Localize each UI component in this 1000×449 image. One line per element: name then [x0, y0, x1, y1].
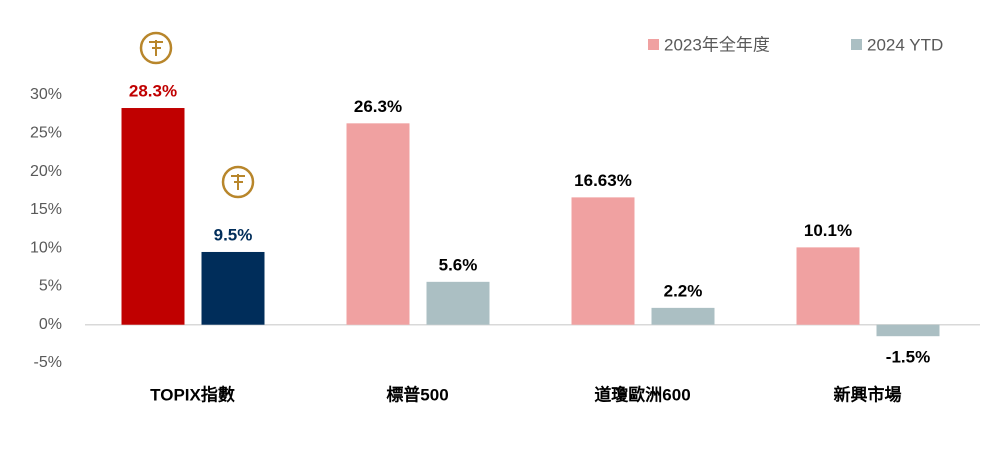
- y-tick-label: 15%: [30, 201, 62, 218]
- bar: [426, 281, 490, 325]
- legend-swatch: [648, 39, 659, 50]
- legend-label: 2023年全年度: [664, 35, 770, 54]
- data-label: -1.5%: [886, 348, 930, 367]
- badge-icon: [139, 31, 173, 65]
- legend-label: 2024 YTD: [867, 35, 943, 54]
- data-label: 16.63%: [574, 171, 632, 190]
- y-tick-label: -5%: [34, 354, 62, 371]
- data-label: 5.6%: [439, 255, 478, 274]
- legend-swatch: [851, 39, 862, 50]
- y-tick-label: 20%: [30, 163, 62, 180]
- bar: [796, 247, 860, 325]
- data-label: 26.3%: [354, 97, 402, 116]
- x-tick-label: 道瓊歐洲600: [594, 384, 690, 404]
- y-tick-label: 25%: [30, 125, 62, 142]
- data-label: 2.2%: [664, 281, 703, 300]
- bar: [571, 197, 635, 325]
- bar: [201, 251, 265, 325]
- x-tick-label: TOPIX指數: [150, 384, 235, 404]
- y-tick-label: 5%: [39, 278, 62, 295]
- data-label: 10.1%: [804, 221, 852, 240]
- bar: [346, 123, 410, 325]
- y-tick-label: 30%: [30, 86, 62, 103]
- bar: [651, 307, 715, 325]
- data-label: 28.3%: [129, 82, 177, 101]
- badge-icon: [221, 165, 255, 199]
- y-tick-label: 0%: [39, 316, 62, 333]
- bar: [876, 324, 940, 337]
- x-tick-label: 新興市場: [834, 384, 902, 404]
- y-tick-label: 10%: [30, 239, 62, 256]
- x-tick-label: 標普500: [386, 384, 448, 404]
- data-label: 9.5%: [214, 225, 253, 244]
- bar: [121, 108, 185, 325]
